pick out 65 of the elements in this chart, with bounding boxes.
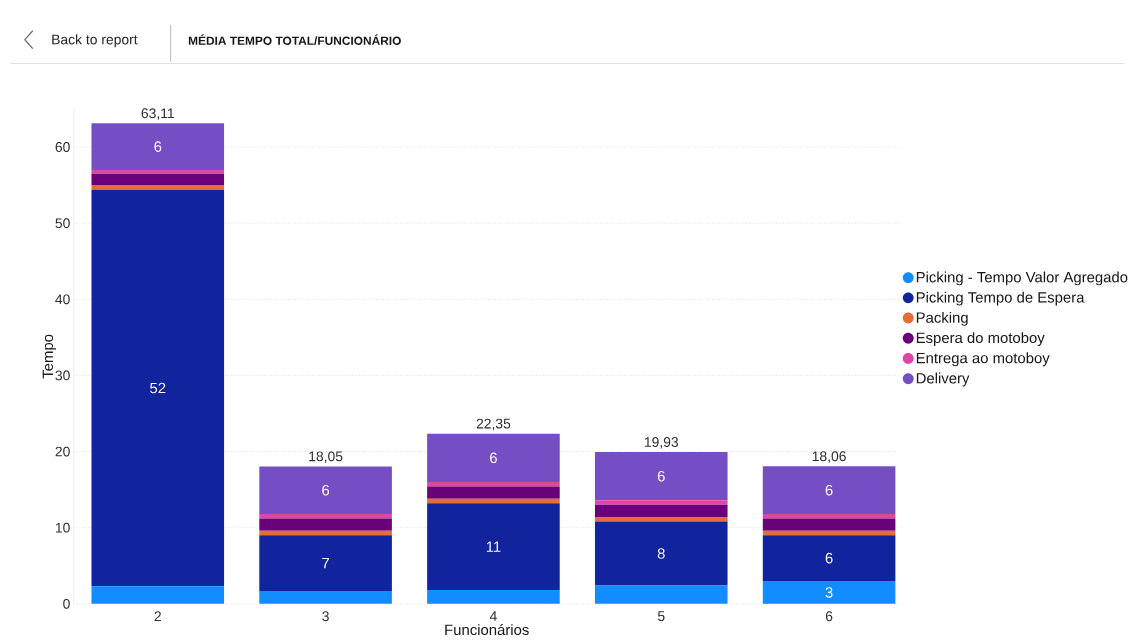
data-label: 6: [825, 552, 833, 564]
bar: [762, 513, 896, 519]
bar: [594, 521, 728, 586]
data-label: 7: [322, 557, 329, 569]
data-label: 6: [657, 470, 665, 482]
x-axis-title: Funcionários: [445, 623, 529, 636]
total-label: 18,05: [309, 451, 343, 463]
x-tick-label: 3: [322, 611, 329, 622]
chart-title: MÉDIA TEMPO TOTAL/FUNCIONÁRIO: [188, 34, 401, 46]
x-tick-label: 5: [657, 611, 665, 621]
legend-label: Picking - Tempo Valor Agregado: [916, 271, 1128, 286]
bar: [91, 169, 225, 174]
bar: [427, 433, 560, 482]
bar: [427, 503, 560, 591]
x-tick-label: 4: [489, 611, 497, 621]
y-tick-label: 10: [55, 522, 70, 533]
text: Back to report: [52, 34, 138, 48]
bar: [427, 486, 560, 499]
x-tick-label: 6: [825, 611, 833, 622]
bar: [762, 518, 896, 531]
data-label: 52: [150, 382, 166, 394]
bar: [259, 513, 392, 519]
y-tick-label: 50: [55, 218, 70, 229]
bar: [259, 590, 392, 604]
legend-label: Espera do motoboy: [916, 332, 1045, 346]
y-axis-title: Tempo: [42, 334, 57, 379]
bar: [259, 518, 392, 531]
bar: [594, 452, 728, 501]
bar: [762, 580, 896, 604]
legend-label: Entrega ao motoboy: [916, 352, 1050, 367]
bar: [259, 466, 392, 514]
y-tick-label: 30: [55, 370, 70, 381]
data-label: 3: [825, 587, 833, 598]
y-tick-label: 60: [55, 142, 70, 152]
data-label: 6: [825, 484, 833, 496]
bar: [91, 123, 225, 170]
y-tick-label: 20: [55, 446, 70, 457]
y-tick-label: 0: [63, 598, 70, 609]
legend-label: Picking Tempo de Espera: [916, 291, 1085, 306]
bar: [594, 585, 728, 604]
bar: [594, 504, 728, 517]
total-label: 19,93: [644, 437, 679, 449]
y-tick-label: 40: [55, 294, 70, 305]
data-label: 6: [154, 141, 162, 152]
bar: [427, 481, 560, 487]
x-tick-label: 2: [154, 611, 161, 621]
data-label: 8: [657, 548, 665, 559]
bar: [91, 586, 225, 604]
bar: [91, 173, 225, 186]
total-label: 18,06: [812, 451, 846, 463]
bar: [259, 535, 392, 591]
bar: [91, 185, 225, 190]
data-label: 11: [486, 541, 501, 552]
total-label: 22,35: [476, 418, 511, 431]
bar: [594, 516, 728, 522]
legend-label: Packing: [916, 311, 968, 326]
data-label: 6: [490, 452, 497, 464]
bar: [91, 189, 225, 587]
legend-label: Delivery: [916, 372, 970, 387]
total-label: 63,11: [141, 108, 174, 120]
bar: [427, 590, 560, 604]
bar: [762, 535, 896, 581]
bar: [762, 466, 896, 514]
data-label: 6: [322, 484, 330, 496]
bar: [594, 500, 728, 505]
